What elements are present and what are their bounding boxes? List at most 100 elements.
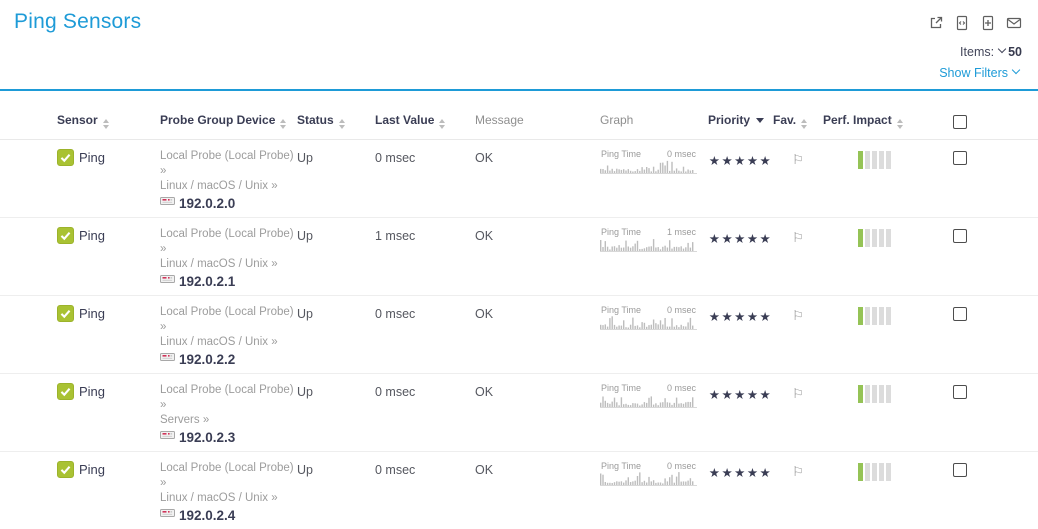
mini-graph[interactable]: Ping Time 0 msec [600,383,697,408]
sort-icon [280,119,287,129]
priority-stars[interactable]: ★★★★★ [708,154,773,168]
message-cell: OK [475,229,494,243]
device-icon [160,430,175,445]
perf-impact-cell [823,383,945,403]
email-icon[interactable] [1006,15,1022,31]
show-filters-link[interactable]: Show Filters [0,65,1038,80]
graph-value: 0 msec [666,149,696,159]
probe-link[interactable]: Local Probe (Local Probe) » [160,150,294,177]
perf-impact-cell [823,149,945,169]
sensor-up-check-icon [57,383,74,400]
status-cell: Up [297,307,313,321]
select-all-checkbox[interactable] [953,115,967,129]
row-checkbox[interactable] [953,229,967,243]
graph-label: Ping Time [601,383,642,393]
items-count-control[interactable]: Items: 50 [0,44,1038,59]
flag-icon[interactable]: ⚐ [792,230,804,245]
show-filters-label: Show Filters [939,66,1008,80]
items-value: 50 [1008,45,1022,59]
device-icon [160,352,175,367]
sort-icon [801,119,808,129]
open-new-window-icon[interactable] [928,15,944,31]
priority-stars[interactable]: ★★★★★ [708,388,773,402]
device-link[interactable]: 192.0.2.4 [179,508,236,523]
probe-link[interactable]: Local Probe (Local Probe) » [160,384,294,411]
column-header-probe-group-device[interactable]: Probe Group Device [160,113,297,129]
row-check-cell [945,227,985,243]
probe-group-device-cell: Local Probe (Local Probe) » Servers » 19… [160,383,297,445]
device-link[interactable]: 192.0.2.3 [179,430,236,445]
sensor-link[interactable]: Ping [79,462,106,477]
flag-icon[interactable]: ⚐ [792,308,804,323]
column-header-sensor[interactable]: Sensor [57,113,160,129]
probe-link[interactable]: Local Probe (Local Probe) » [160,306,294,333]
graph-label: Ping Time [601,149,642,159]
sort-icon [896,119,903,129]
mini-graph[interactable]: Ping Time 0 msec [600,305,697,330]
items-label: Items: [960,45,995,59]
row-checkbox[interactable] [953,307,967,321]
row-checkbox[interactable] [953,385,967,399]
group-link[interactable]: Linux / macOS / Unix » [160,180,278,192]
row-checkbox[interactable] [953,463,967,477]
flag-icon[interactable]: ⚐ [792,464,804,479]
device-link[interactable]: 192.0.2.0 [179,196,236,211]
sensor-cell: Ping [57,149,160,166]
mini-graph[interactable]: Ping Time 0 msec [600,149,697,174]
column-header-last-value[interactable]: Last Value [375,113,475,129]
sensor-link[interactable]: Ping [79,384,106,399]
device-icon [160,508,175,523]
status-cell: Up [297,463,313,477]
priority-stars[interactable]: ★★★★★ [708,310,773,324]
flag-icon[interactable]: ⚐ [792,152,804,167]
perf-impact-cell [823,305,945,325]
group-link[interactable]: Linux / macOS / Unix » [160,492,278,504]
probe-group-device-cell: Local Probe (Local Probe) » Linux / macO… [160,227,297,289]
device-link[interactable]: 192.0.2.2 [179,352,236,367]
flag-icon[interactable]: ⚐ [792,386,804,401]
column-header-graph: Graph [600,113,634,127]
toolbar-icons [928,15,1022,31]
graph-label: Ping Time [601,227,642,237]
graph-value: 0 msec [666,461,696,471]
mini-graph[interactable]: Ping Time 0 msec [600,461,697,486]
row-checkbox[interactable] [953,151,967,165]
last-value-cell: 0 msec [375,463,416,477]
sparkline [600,472,694,485]
group-link[interactable]: Linux / macOS / Unix » [160,258,278,270]
xml-export-icon[interactable] [954,15,970,31]
probe-link[interactable]: Local Probe (Local Probe) » [160,228,294,255]
table-row: Ping Local Probe (Local Probe) » Linux /… [0,452,1038,529]
sensor-link[interactable]: Ping [79,150,106,165]
table-row: Ping Local Probe (Local Probe) » Linux /… [0,218,1038,296]
column-header-fav[interactable]: Fav. [773,113,823,129]
top-bar: Ping Sensors [0,0,1038,34]
csv-export-icon[interactable] [980,15,996,31]
sensor-up-check-icon [57,227,74,244]
column-header-priority[interactable]: Priority [708,113,773,127]
group-link[interactable]: Linux / macOS / Unix » [160,336,278,348]
graph-value: 1 msec [666,227,696,237]
table-header-row: Sensor Probe Group Device Status Last Va… [0,113,1038,140]
sensor-cell: Ping [57,227,160,244]
device-icon [160,274,175,289]
priority-stars[interactable]: ★★★★★ [708,466,773,480]
sort-icon [102,119,109,129]
group-link[interactable]: Servers » [160,414,210,426]
mini-graph[interactable]: Ping Time 1 msec [600,227,697,252]
status-cell: Up [297,151,313,165]
probe-link[interactable]: Local Probe (Local Probe) » [160,462,294,489]
priority-stars[interactable]: ★★★★★ [708,232,773,246]
sensor-link[interactable]: Ping [79,306,106,321]
last-value-cell: 1 msec [375,229,416,243]
sensor-link[interactable]: Ping [79,228,106,243]
favorite-cell: ⚐ [773,227,823,247]
device-link[interactable]: 192.0.2.1 [179,274,236,289]
column-header-status[interactable]: Status [297,113,375,129]
column-header-perf-impact[interactable]: Perf. Impact [823,113,945,129]
graph-value: 0 msec [666,383,696,393]
row-check-cell [945,383,985,399]
message-cell: OK [475,385,494,399]
probe-group-device-cell: Local Probe (Local Probe) » Linux / macO… [160,149,297,211]
row-check-cell [945,305,985,321]
